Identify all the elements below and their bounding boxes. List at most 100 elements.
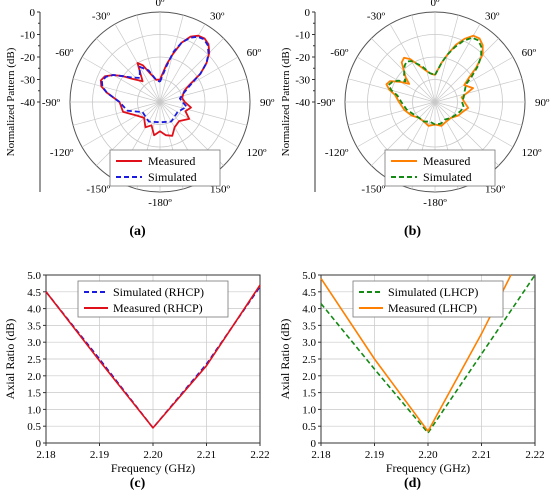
legend-label: Simulated (148, 170, 197, 184)
radial-tick-label: -30 (295, 75, 310, 87)
polar-spoke (72, 78, 161, 103)
y-tick-label: 2.5 (27, 354, 41, 366)
legend-label: Measured (LHCP) (388, 301, 477, 315)
caption-d-text: (d) (403, 476, 422, 491)
angle-label: -30º (367, 10, 386, 22)
y-tick-label: 0 (36, 438, 42, 450)
radial-tick-label: -40 (20, 97, 35, 109)
angle-label: 0º (431, 0, 441, 9)
angle-label: -150º (361, 184, 385, 196)
y-tick-label: 4.5 (27, 287, 41, 299)
x-tick-label: 2.19 (90, 449, 110, 461)
y-tick-label: 4.0 (27, 304, 41, 316)
polar-spoke (96, 38, 161, 103)
radial-tick-label: 0 (30, 7, 36, 19)
angle-label: -30º (92, 10, 111, 22)
y-tick-label: 2.5 (302, 354, 316, 366)
series-line-simulated (387, 36, 483, 126)
line-chart-d-svg: 0 0.5 1.0 1.5 2.0 2.5 3.0 3.5 4.0 4.5 5.0 2.18 2.19 2… (278, 270, 545, 475)
angle-label: -180º (148, 197, 172, 209)
angle-label: -60º (55, 47, 74, 59)
polar-spoke (434, 101, 514, 148)
polar-spoke (434, 101, 523, 126)
y-axis-label: Axial Ratio (dB) (278, 319, 292, 400)
radial-axis-label: Normalized Pattern (dB) (5, 47, 17, 156)
y-tick-label: 0.5 (27, 421, 41, 433)
y-axis-label: Axial Ratio (dB) (3, 319, 17, 400)
y-tick-label: 0.5 (302, 421, 316, 433)
angle-label: 60º (522, 47, 537, 59)
angle-label: 120º (247, 147, 268, 159)
polar-spoke (159, 101, 248, 126)
caption-a-text: (a) (129, 224, 146, 239)
polar-spoke (434, 14, 459, 103)
polar-spoke (72, 101, 161, 126)
x-tick-label: 2.20 (418, 449, 438, 461)
y-tick-label: 3.0 (302, 337, 316, 349)
angle-label: -180º (423, 197, 447, 209)
y-tick-label: 1.5 (302, 388, 316, 400)
y-tick-label: 5.0 (302, 270, 316, 282)
legend-label: Simulated (RHCP) (113, 285, 204, 299)
angle-label: 90º (260, 97, 275, 109)
y-tick-label: 1.0 (27, 404, 41, 416)
caption-d: (d) (275, 476, 550, 492)
angle-label: 90º (535, 97, 550, 109)
radial-tick-label: 0 (305, 7, 311, 19)
angle-label: 120º (522, 147, 543, 159)
polar-chart-b: 0 -10 -20 -30 -40 Normalized Pattern (dB) 0º 30… (275, 0, 550, 250)
series-line (320, 274, 536, 434)
y-tick-label: 3.0 (27, 337, 41, 349)
polar-spoke (347, 101, 436, 126)
angle-label: 60º (247, 47, 262, 59)
y-tick-label: 1.5 (27, 388, 41, 400)
legend-label: Measured (148, 154, 195, 168)
plot-frame (320, 274, 536, 444)
polar-chart-a: 0 -10 -20 -30 -40 Normalized Pattern (dB) 0º 30… (0, 0, 275, 250)
line-chart-c-svg: 0 0.5 1.0 1.5 2.0 2.5 3.0 3.5 4.0 4.5 5.0 2.18 2.19 2… (3, 270, 270, 475)
polar-spoke (96, 101, 161, 166)
angle-label: -120º (50, 147, 74, 159)
radial-tick-label: -10 (295, 30, 310, 42)
x-tick-label: 2.22 (250, 449, 269, 461)
caption-a: (a) (0, 224, 275, 240)
angle-label: -120º (325, 147, 349, 159)
polar-spoke (81, 56, 161, 103)
angle-label: -150º (86, 184, 110, 196)
x-tick-label: 2.19 (365, 449, 385, 461)
legend-label: Simulated (423, 170, 472, 184)
angle-label: -90º (42, 97, 61, 109)
y-tick-label: 5.0 (27, 270, 41, 282)
polar-spoke (159, 56, 239, 103)
polar-spoke (159, 38, 224, 103)
series-line (45, 284, 261, 429)
radial-tick-label: -10 (20, 30, 35, 42)
radial-tick-label: -30 (20, 75, 35, 87)
y-tick-label: 3.5 (302, 320, 316, 332)
y-tick-label: 3.5 (27, 320, 41, 332)
radial-tick-label: -40 (295, 97, 310, 109)
x-tick-label: 2.22 (525, 449, 544, 461)
angle-label: 150º (485, 184, 506, 196)
angle-label: 30º (210, 10, 225, 22)
polar-spoke (434, 78, 523, 103)
legend-box (109, 149, 221, 187)
x-tick-label: 2.18 (36, 449, 56, 461)
angle-label: -90º (317, 97, 336, 109)
line-chart-c: 0 0.5 1.0 1.5 2.0 2.5 3.0 3.5 4.0 4.5 5.0 2.18 2.19 2… (0, 250, 275, 500)
legend-box (384, 149, 496, 187)
legend-label: Simulated (LHCP) (388, 285, 478, 299)
polar-spoke (434, 23, 481, 103)
y-tick-label: 2.0 (302, 371, 316, 383)
legend-box (352, 280, 504, 318)
y-tick-label: 1.0 (302, 404, 316, 416)
radial-tick-label: -20 (20, 52, 35, 64)
plot-frame (45, 274, 261, 444)
series-line-simulated (101, 35, 210, 124)
polar-spoke (371, 101, 436, 166)
y-tick-label: 0 (311, 438, 317, 450)
polar-spoke (411, 14, 436, 103)
x-axis-label: Frequency (GHz) (111, 461, 195, 475)
